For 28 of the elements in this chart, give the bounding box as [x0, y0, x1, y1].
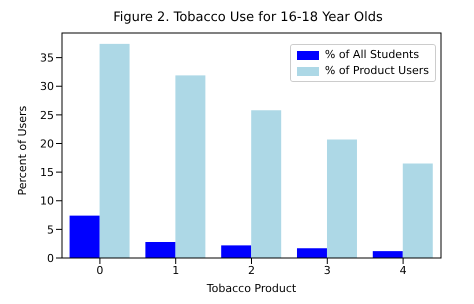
bar: [221, 245, 252, 258]
chart-title: Figure 2. Tobacco Use for 16-18 Year Olds: [112, 10, 384, 25]
x-tick-label: 0: [96, 264, 104, 277]
y-tick-label: 15: [40, 166, 54, 180]
y-tick-label: 5: [47, 223, 54, 236]
bar: [326, 139, 357, 258]
legend-label: % of Product Users: [324, 63, 429, 79]
bar: [296, 248, 327, 258]
bar: [372, 251, 403, 258]
y-tick-label: 35: [40, 52, 54, 65]
bar: [70, 216, 100, 258]
y-tick-label: 30: [40, 80, 54, 94]
legend-label: % of All Students: [324, 47, 420, 63]
y-tick-label: 0: [47, 252, 54, 265]
bar: [175, 75, 206, 258]
x-axis-title: Tobacco Product: [206, 282, 297, 295]
x-tick-label: 3: [324, 264, 331, 277]
bar: [100, 44, 130, 258]
bar: [251, 110, 282, 258]
y-axis-title: Percent of Users: [16, 105, 29, 196]
x-tick-label: 1: [172, 264, 180, 277]
y-tick-label: 25: [40, 108, 54, 122]
bar: [402, 164, 433, 258]
bar: [145, 242, 176, 258]
y-tick-label: 10: [40, 194, 54, 208]
x-tick-label: 4: [400, 264, 407, 277]
y-tick-label: 20: [40, 137, 54, 150]
x-tick-label: 2: [248, 264, 255, 277]
